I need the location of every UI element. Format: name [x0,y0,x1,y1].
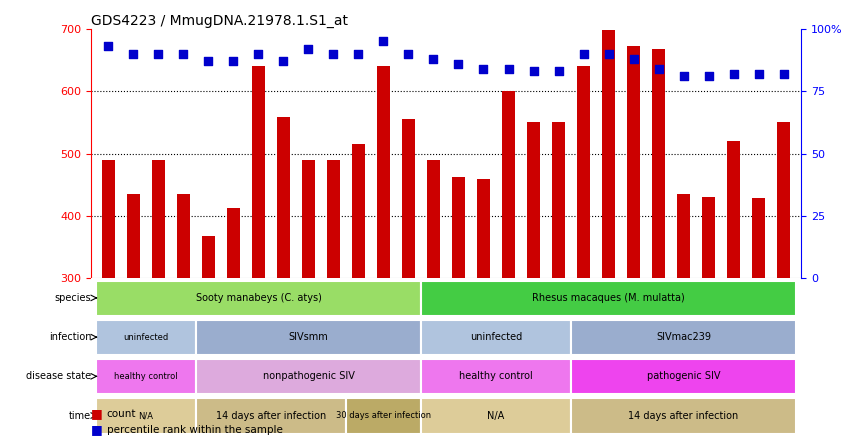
Text: Rhesus macaques (M. mulatta): Rhesus macaques (M. mulatta) [532,293,685,303]
Text: pathogenic SIV: pathogenic SIV [647,371,721,381]
Bar [727,141,740,278]
Point [701,73,715,80]
Point [202,58,216,65]
Point [326,50,340,57]
Bar [578,66,590,278]
Point [476,65,490,72]
Point [152,50,165,57]
Text: GDS4223 / MmugDNA.21978.1.S1_at: GDS4223 / MmugDNA.21978.1.S1_at [91,14,348,28]
Point [552,68,565,75]
Text: N/A: N/A [139,411,153,420]
Point [527,68,540,75]
Bar [421,281,796,316]
Bar [477,178,490,278]
Point [101,43,115,50]
Text: count: count [107,409,136,419]
Bar [421,398,571,433]
Point [126,50,140,57]
Bar [202,236,215,278]
Bar [196,359,421,394]
Bar [96,398,196,433]
Bar [527,123,540,278]
Bar [96,320,196,355]
Point [227,58,241,65]
Text: 14 days after infection: 14 days after infection [216,411,326,420]
Text: Sooty manabeys (C. atys): Sooty manabeys (C. atys) [196,293,321,303]
Bar [196,398,346,433]
Bar [702,197,714,278]
Bar [102,160,114,278]
Bar [196,320,421,355]
Bar [327,160,339,278]
Bar [346,398,421,433]
Point [251,50,265,57]
Bar [178,194,190,278]
Bar [553,123,565,278]
Text: uninfected: uninfected [470,332,522,342]
Bar [421,320,571,355]
Bar [677,194,690,278]
Text: time: time [69,411,91,420]
Point [352,50,365,57]
Bar [753,198,765,278]
Point [676,73,690,80]
Point [501,65,515,72]
Text: uninfected: uninfected [123,333,169,341]
Point [627,55,641,62]
Text: disease state: disease state [26,371,91,381]
Bar [277,117,290,278]
Text: 30 days after infection: 30 days after infection [336,411,431,420]
Bar [421,359,571,394]
Point [402,50,416,57]
Bar [402,119,415,278]
Point [752,70,766,77]
Point [727,70,740,77]
Bar [502,91,514,278]
Point [427,55,441,62]
Point [451,60,465,67]
Point [301,45,315,52]
Text: species: species [55,293,91,303]
Point [177,50,191,57]
Bar [152,160,165,278]
Text: SIVmac239: SIVmac239 [656,332,711,342]
Bar [427,160,440,278]
Bar [252,66,265,278]
Point [651,65,665,72]
Point [602,50,616,57]
Point [777,70,791,77]
Bar [452,177,465,278]
Bar [652,49,665,278]
Text: nonpathogenic SIV: nonpathogenic SIV [262,371,354,381]
Bar [127,194,139,278]
Point [577,50,591,57]
Bar [378,66,390,278]
Text: SIVsmm: SIVsmm [288,332,328,342]
Text: N/A: N/A [488,411,505,420]
Text: ■: ■ [91,407,103,420]
Text: 14 days after infection: 14 days after infection [629,411,739,420]
Bar [96,281,421,316]
Text: infection: infection [48,332,91,342]
Bar [227,208,240,278]
Text: healthy control: healthy control [459,371,533,381]
Point [276,58,290,65]
Bar [352,144,365,278]
Text: percentile rank within the sample: percentile rank within the sample [107,425,282,435]
Bar [571,398,796,433]
Text: healthy control: healthy control [114,372,178,381]
Text: ■: ■ [91,423,103,436]
Bar [778,123,790,278]
Bar [302,160,314,278]
Bar [602,30,615,278]
Bar [627,46,640,278]
Bar [571,320,796,355]
Bar [96,359,196,394]
Point [377,38,391,45]
Bar [571,359,796,394]
